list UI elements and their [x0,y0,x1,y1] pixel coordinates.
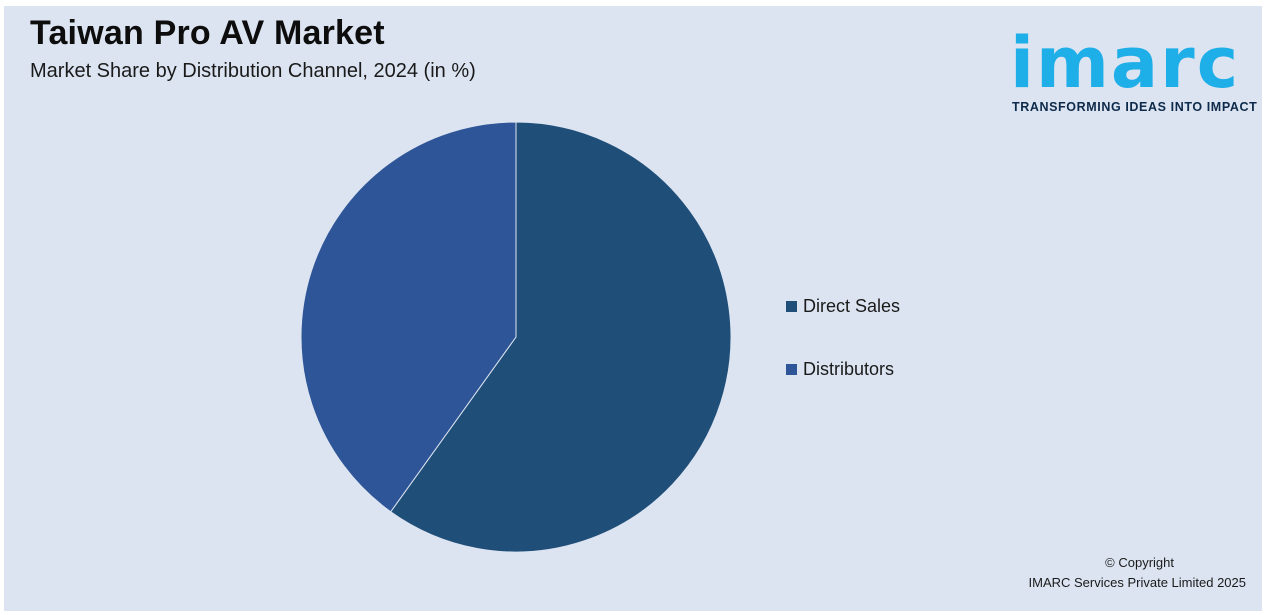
legend-swatch-distributors [786,363,797,375]
copyright-line-2: IMARC Services Private Limited 2025 [1028,575,1246,590]
chart-legend: Direct Sales Distributors [786,296,900,422]
pie-slice-direct-sales [390,121,732,553]
imarc-logo: imarc TRANSFORMING IDEAS INTO IMPACT [1004,12,1258,122]
chart-title: Taiwan Pro AV Market [30,14,385,52]
pie-slice-distributors [300,121,517,513]
legend-item-direct-sales: Direct Sales [786,296,900,316]
chart-subtitle: Market Share by Distribution Channel, 20… [30,60,476,82]
copyright-notice: © Copyright IMARC Services Private Limit… [1029,553,1246,593]
logo-tagline: TRANSFORMING IDEAS INTO IMPACT [1012,100,1258,114]
logo-wordmark: imarc [1010,22,1241,104]
legend-label-distributors: Distributors [803,358,895,379]
legend-label-direct-sales: Direct Sales [803,295,901,316]
legend-item-distributors: Distributors [786,359,900,379]
legend-swatch-direct-sales [786,300,797,312]
copyright-line-1: © Copyright [1105,555,1174,570]
